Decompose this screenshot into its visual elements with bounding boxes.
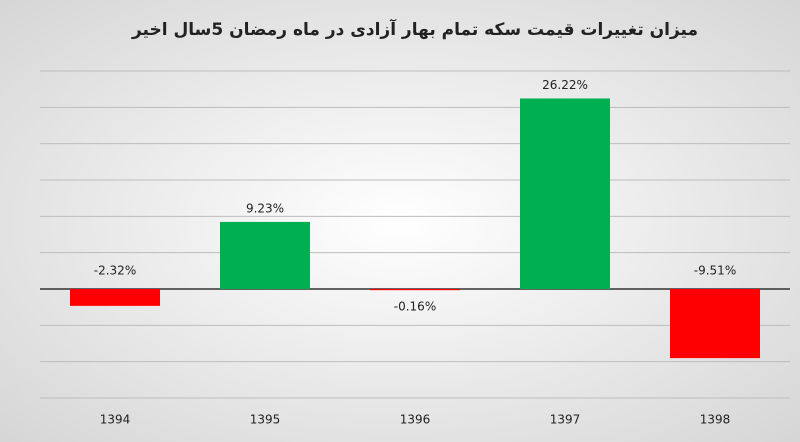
bar bbox=[70, 289, 160, 306]
bar bbox=[670, 289, 760, 359]
x-tick-label: 1396 bbox=[400, 413, 431, 427]
bar bbox=[370, 289, 460, 291]
x-tick-label: 1397 bbox=[550, 413, 581, 427]
value-label: 9.23% bbox=[246, 201, 284, 215]
value-label: -0.16% bbox=[394, 300, 436, 314]
bar bbox=[220, 221, 310, 289]
bar bbox=[520, 98, 610, 289]
chart-title: میزان تغییرات قیمت سکه تمام بهار آزادی د… bbox=[131, 18, 698, 40]
x-tick-label: 1394 bbox=[100, 413, 131, 427]
x-tick-label: 1398 bbox=[700, 413, 731, 427]
value-label: 26.22% bbox=[542, 78, 588, 92]
x-tick-label: 1395 bbox=[250, 413, 281, 427]
value-label: -9.51% bbox=[694, 264, 736, 278]
value-label: -2.32% bbox=[94, 264, 136, 278]
